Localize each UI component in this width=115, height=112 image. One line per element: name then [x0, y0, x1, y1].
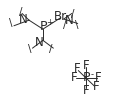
Text: F: F [82, 59, 89, 72]
Text: N: N [19, 13, 27, 26]
Text: /: / [70, 9, 74, 19]
Text: /: / [48, 44, 52, 54]
Text: -: - [90, 70, 93, 79]
Text: \: \ [9, 18, 12, 28]
Text: F: F [92, 80, 98, 93]
Text: Br: Br [54, 10, 67, 23]
Text: /: / [18, 7, 22, 17]
Text: +: + [45, 18, 52, 27]
Text: F: F [73, 62, 80, 75]
Text: F: F [82, 84, 89, 97]
Text: N: N [64, 14, 73, 27]
Text: \: \ [75, 20, 78, 30]
Text: /: / [62, 20, 66, 30]
Text: P: P [82, 71, 89, 84]
Text: N: N [35, 36, 43, 48]
Text: F: F [94, 71, 101, 84]
Text: \: \ [28, 44, 31, 54]
Text: F: F [70, 71, 77, 84]
Text: P: P [39, 20, 47, 33]
